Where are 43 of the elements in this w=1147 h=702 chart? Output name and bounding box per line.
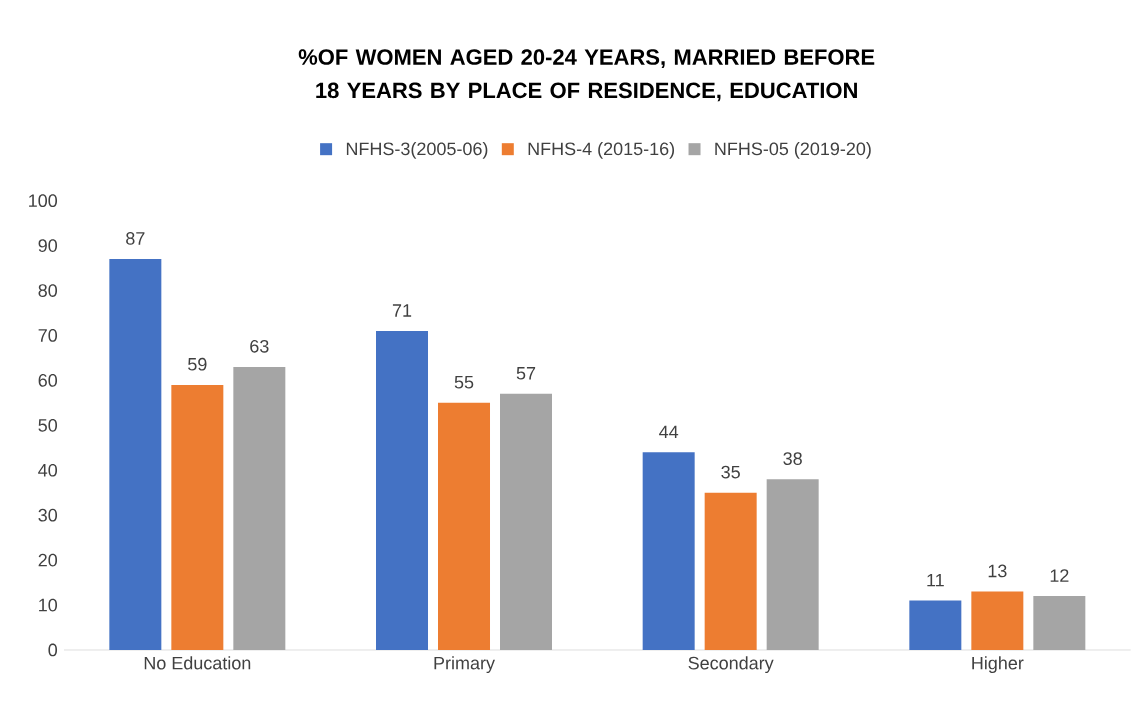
bar [909, 600, 962, 650]
data-label: 44 [659, 425, 679, 439]
bar [171, 384, 224, 650]
x-tick-label: No Education [144, 656, 251, 670]
x-tick-label: Higher [972, 656, 1024, 674]
data-label: 59 [188, 357, 207, 371]
y-tick-label: 10 [39, 598, 58, 612]
legend-label: NFHS-3(2005-06) [346, 141, 488, 159]
y-tick-label: 30 [38, 508, 58, 522]
bar [766, 479, 819, 650]
bar [233, 366, 286, 650]
data-label: 13 [988, 564, 1007, 578]
data-label: 35 [721, 465, 740, 479]
y-tick-label: 40 [38, 463, 58, 477]
bar [704, 492, 757, 650]
bar [376, 330, 429, 650]
bar [971, 591, 1024, 650]
x-tick-label: Secondary [688, 656, 774, 674]
legend-label: NFHS-4 (2015-16) [528, 141, 675, 159]
data-label: 12 [1050, 569, 1069, 582]
data-label: 55 [454, 376, 474, 389]
bar [1033, 596, 1086, 650]
y-tick-label: 20 [38, 553, 58, 567]
x-tick-label: Primary [434, 656, 495, 674]
data-label: 11 [927, 573, 944, 587]
y-tick-label: 80 [38, 284, 58, 297]
data-label: 87 [126, 232, 145, 245]
bar [500, 393, 552, 650]
bar [642, 452, 695, 650]
data-label: 71 [392, 304, 412, 317]
data-label: 63 [250, 339, 269, 353]
y-tick-label: 50 [38, 418, 58, 432]
data-label: 38 [783, 452, 802, 465]
legend-label: NFHS-05 (2019-20) [715, 141, 871, 159]
y-tick-label: 100 [29, 194, 58, 208]
bar [109, 259, 162, 650]
data-label: 57 [516, 367, 536, 380]
y-tick-label: 90 [38, 239, 58, 252]
chart-title: %OF WOMEN AGED 20-24 YEARS, MARRIED BEFORE 18 YEARS BY PLACE OF RESIDENCE, EDUCATION [298, 49, 875, 102]
y-tick-label: 60 [38, 374, 58, 387]
bar [438, 402, 491, 650]
y-tick-label: 0 [48, 643, 58, 657]
y-tick-label: 70 [38, 329, 58, 342]
